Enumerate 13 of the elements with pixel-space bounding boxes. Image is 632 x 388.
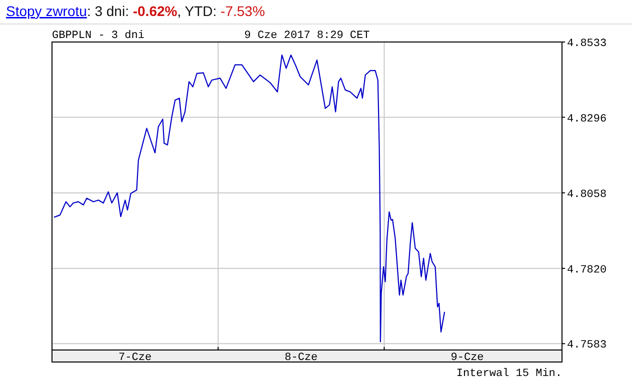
text: 9 Cze 2017 8:29 CET	[244, 30, 370, 42]
y-tick-label: 4.7820	[567, 264, 607, 276]
y-tick-label: 4.8058	[567, 188, 607, 201]
y-tick-label: 4.8533	[567, 38, 607, 50]
chart-subtitle: GBPPLN - 3 dni	[52, 30, 145, 42]
y-tick-label: 4.7583	[567, 340, 607, 352]
chart-title: Stopy zwrotu: 3 dni: -0.62%, YTD: -7.53%	[6, 3, 265, 19]
y-tick-label: 4.8296	[567, 113, 607, 126]
x-tick-label: 7-Cze	[118, 352, 152, 364]
x-tick-label: 9-Cze	[450, 352, 484, 364]
text: Interwal 15 Min.	[456, 368, 562, 380]
line-series	[53, 54, 446, 342]
x-tick-label: 8-Cze	[284, 352, 318, 364]
